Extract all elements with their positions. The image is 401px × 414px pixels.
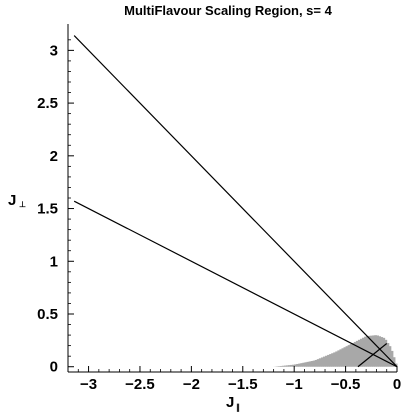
- x-axis-label-main: J: [226, 394, 234, 411]
- region-bar: [316, 359, 320, 367]
- region-bar: [351, 343, 355, 367]
- y-axis-label: J ⊥: [8, 192, 26, 209]
- region-bar: [285, 365, 289, 367]
- region-bar: [329, 354, 332, 367]
- x-tick-label: −3: [80, 376, 97, 393]
- region-bar: [320, 357, 324, 367]
- region-bar: [314, 359, 318, 367]
- region-bar: [331, 353, 334, 367]
- region-bar: [306, 361, 310, 367]
- region-bar: [347, 345, 351, 367]
- y-tick-label: 3: [50, 42, 58, 59]
- region-bar: [327, 354, 330, 367]
- y-tick-label: 1: [50, 253, 58, 270]
- x-axis-label: J ∥: [226, 394, 240, 412]
- region-bar: [378, 336, 382, 367]
- region-bar: [374, 335, 377, 367]
- region-bar: [300, 363, 303, 367]
- region-bar: [298, 363, 301, 367]
- region-bar: [362, 337, 365, 367]
- y-tick-label: 0: [50, 359, 58, 376]
- x-tick-label: −0.5: [331, 376, 361, 393]
- region-bar: [288, 365, 291, 367]
- y-axis-label-main: J: [8, 192, 16, 209]
- region-bar: [345, 346, 349, 367]
- y-axis-label-sub: ⊥: [19, 200, 26, 209]
- region-bar: [384, 339, 388, 367]
- region-bar: [392, 357, 396, 367]
- region-bar: [370, 335, 373, 367]
- region-bar: [318, 358, 322, 367]
- region-bar: [364, 336, 367, 367]
- region-bar: [343, 347, 347, 367]
- region-bar: [353, 341, 357, 367]
- region-bar: [359, 338, 363, 367]
- y-tick-label: 2: [50, 148, 58, 165]
- region-bar: [386, 343, 390, 367]
- region-bar: [292, 364, 295, 367]
- region-bar: [294, 364, 297, 367]
- region-bar: [382, 337, 386, 367]
- region-bar: [325, 355, 328, 367]
- chart-title: MultiFlavour Scaling Region, s= 4: [124, 3, 332, 18]
- region-bar: [337, 350, 340, 367]
- region-bar: [281, 365, 285, 367]
- x-tick-label: −1.5: [228, 376, 258, 393]
- region-bar: [310, 361, 314, 367]
- region-bar: [388, 346, 392, 367]
- region-bar: [279, 365, 283, 367]
- region-bar: [312, 360, 316, 367]
- region-bar: [355, 340, 359, 367]
- region-bar: [304, 362, 308, 367]
- series-line-2: [73, 200, 398, 368]
- x-tick-label: 0: [393, 376, 401, 393]
- y-tick-label: 1.5: [37, 201, 58, 218]
- region-bar: [322, 356, 326, 367]
- region-bar: [296, 363, 299, 367]
- region-bar: [339, 349, 342, 367]
- region-bar: [390, 350, 394, 367]
- region-bar: [372, 335, 375, 367]
- region-bar: [283, 365, 287, 367]
- series-line-1: [73, 35, 398, 368]
- region-bar: [308, 361, 312, 367]
- series-lines: [73, 35, 398, 368]
- series-line-3: [357, 343, 388, 368]
- region-bar: [302, 362, 305, 367]
- axis-ticks: −3 −2.5 −2 −1.5 −1 −0.5 0 0 0.5 1 1.5 2 2.5 3: [37, 39, 401, 393]
- region-bar: [368, 335, 371, 367]
- region-bar: [277, 366, 281, 367]
- x-tick-label: −2: [183, 376, 200, 393]
- x-tick-label: −1: [286, 376, 303, 393]
- y-tick-label: 2.5: [37, 95, 58, 112]
- region-bar: [357, 339, 361, 367]
- x-tick-label: −2.5: [125, 376, 155, 393]
- x-axis-label-sub: ∥: [236, 403, 240, 412]
- scaling-region: [273, 335, 398, 367]
- y-tick-label: 0.5: [37, 306, 58, 323]
- region-bar: [341, 348, 345, 367]
- region-bar: [333, 352, 336, 367]
- region-bar: [335, 351, 338, 367]
- region-bar: [349, 344, 353, 367]
- region-bar: [290, 364, 293, 367]
